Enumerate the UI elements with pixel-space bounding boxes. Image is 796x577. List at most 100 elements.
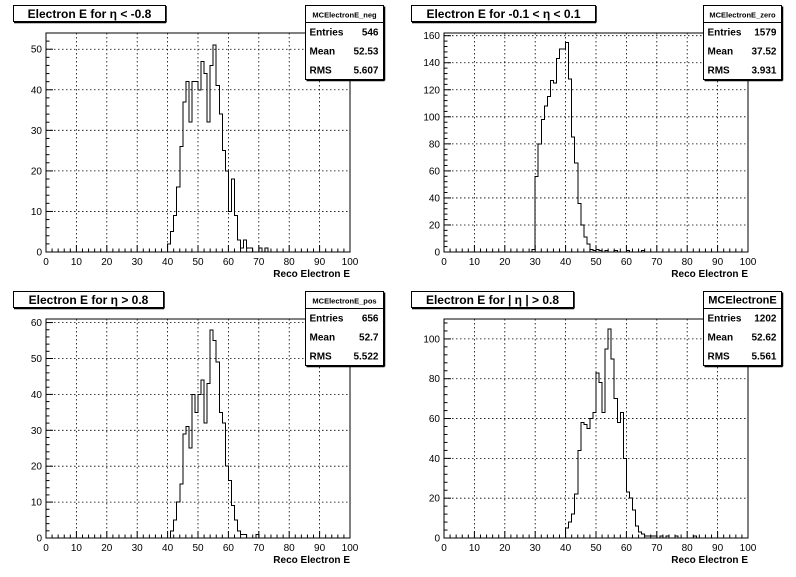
histogram-bin <box>596 373 599 538</box>
x-axis-label: Reco Electron E <box>273 555 350 566</box>
histogram-bin <box>183 434 186 538</box>
x-tick-label: 70 <box>253 257 265 268</box>
histogram-bin <box>578 203 581 252</box>
stats-value: 1202 <box>754 314 777 325</box>
histogram-bin <box>599 383 602 538</box>
y-tick-label: 60 <box>31 318 43 329</box>
histogram-bin <box>578 450 581 538</box>
histogram-bin <box>231 506 234 538</box>
chart-title: Electron E for | η | > 0.8 <box>426 293 559 307</box>
histogram-bin <box>605 349 608 538</box>
histogram-bin <box>231 179 234 252</box>
chart-title: Electron E for η < -0.8 <box>28 7 152 21</box>
x-tick-label: 50 <box>590 543 602 554</box>
histogram-bin <box>189 448 192 538</box>
histogram-bin <box>222 151 225 252</box>
x-tick-label: 40 <box>560 257 572 268</box>
y-tick-label: 0 <box>36 248 42 259</box>
histogram-bin <box>620 413 623 538</box>
y-tick-label: 60 <box>429 414 441 425</box>
x-axis-label: Reco Electron E <box>671 269 748 280</box>
histogram-bin <box>204 423 207 538</box>
x-tick-label: 90 <box>712 257 724 268</box>
histogram-line <box>170 329 260 539</box>
histogram-bin <box>602 413 605 538</box>
stats-label: Entries <box>708 28 742 39</box>
x-tick-label: 0 <box>43 543 49 554</box>
chart-title: Electron E for -0.1 < η < 0.1 <box>426 7 580 21</box>
y-tick-label: 40 <box>31 85 43 96</box>
stats-label: RMS <box>708 66 731 77</box>
histogram-bin <box>556 59 559 252</box>
histogram-bin <box>587 429 590 539</box>
x-tick-label: 40 <box>162 543 174 554</box>
histogram-bin <box>174 216 177 253</box>
x-tick-label: 60 <box>223 257 235 268</box>
stats-value: 52.53 <box>353 47 378 58</box>
histogram-bin <box>204 74 207 252</box>
histogram-bin <box>186 427 189 538</box>
y-tick-label: 140 <box>423 58 440 69</box>
x-tick-label: 30 <box>530 543 542 554</box>
y-tick-label: 60 <box>429 166 441 177</box>
x-tick-label: 100 <box>342 257 359 268</box>
y-tick-label: 20 <box>31 462 43 473</box>
y-tick-label: 40 <box>31 390 43 401</box>
stats-value: 546 <box>362 28 379 39</box>
x-tick-label: 0 <box>441 543 447 554</box>
histogram-bin <box>183 102 186 252</box>
y-tick-label: 0 <box>434 534 440 545</box>
stats-name: MCElectronE_zero <box>709 11 776 20</box>
y-tick-label: 160 <box>423 31 440 42</box>
histogram-bin <box>180 147 183 252</box>
histogram-bin <box>575 163 578 252</box>
histogram-pad-2: 0 10 20 30 40 50 60 70 80 90 100 0 20 40 60 80 100 120 140… <box>411 5 784 280</box>
x-tick-label: 10 <box>469 543 481 554</box>
stats-value: 5.607 <box>353 66 378 77</box>
histogram-bin <box>535 176 538 252</box>
stats-label: Mean <box>310 47 336 58</box>
histogram-bin <box>186 82 189 252</box>
histogram-bin <box>216 86 219 252</box>
stats-label: Mean <box>708 47 734 58</box>
histogram-bin <box>569 79 572 252</box>
histogram-bin <box>629 498 632 538</box>
stats-box <box>703 5 782 80</box>
x-tick-label: 90 <box>314 543 326 554</box>
histogram-bin <box>177 187 180 252</box>
stats-value: 5.561 <box>751 352 776 363</box>
y-tick-label: 30 <box>31 126 43 137</box>
x-tick-label: 20 <box>101 257 113 268</box>
x-axis-label: Reco Electron E <box>273 269 350 280</box>
x-tick-label: 20 <box>499 543 511 554</box>
y-tick-label: 80 <box>429 374 441 385</box>
x-tick-label: 80 <box>682 257 694 268</box>
stats-label: RMS <box>708 352 731 363</box>
histogram-bin <box>617 423 620 538</box>
histogram-bin <box>575 494 578 538</box>
y-tick-label: 80 <box>429 139 441 150</box>
stats-label: RMS <box>310 66 333 77</box>
histogram-pad-3: 0 10 20 30 40 50 60 70 80 90 100 0 10 20 30 40 50 60 Reco … <box>13 291 386 566</box>
histogram-bin <box>234 216 237 253</box>
stats-value: 656 <box>362 314 379 325</box>
x-tick-label: 10 <box>469 257 481 268</box>
x-tick-label: 0 <box>43 257 49 268</box>
stats-box <box>305 291 384 366</box>
histogram-bin <box>210 330 213 538</box>
x-tick-label: 90 <box>712 543 724 554</box>
histogram-bin <box>572 514 575 538</box>
histogram-bin <box>219 114 222 252</box>
histogram-bin <box>547 97 550 252</box>
stats-name: MCElectronE_pos <box>312 297 376 306</box>
x-tick-label: 20 <box>101 543 113 554</box>
y-tick-label: 20 <box>31 166 43 177</box>
x-tick-label: 70 <box>651 543 663 554</box>
stats-value: 37.52 <box>751 47 776 58</box>
histogram-bin <box>550 80 553 252</box>
histogram-bin <box>198 394 201 538</box>
x-tick-label: 80 <box>284 543 296 554</box>
histogram-bin <box>207 122 210 252</box>
stats-label: Entries <box>310 314 344 325</box>
